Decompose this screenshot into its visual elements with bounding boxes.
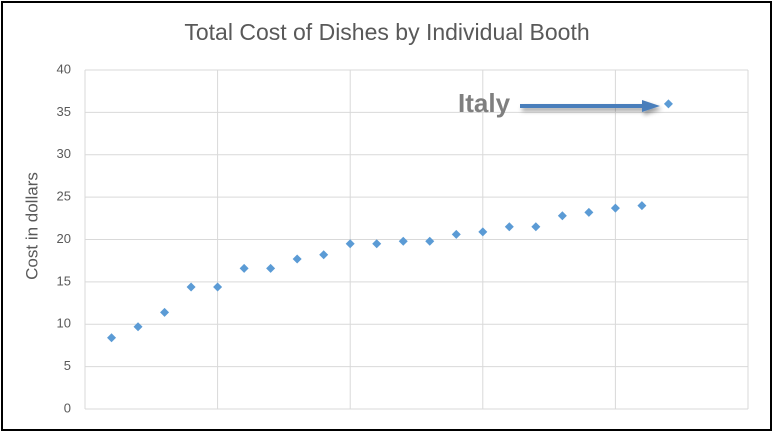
point <box>398 236 408 246</box>
point <box>531 222 541 232</box>
point <box>610 203 620 213</box>
point <box>584 207 594 217</box>
y-axis-title: Cost in dollars <box>22 172 41 280</box>
y-tick-label: 25 <box>57 189 71 204</box>
point <box>425 236 435 246</box>
annotation-arrow <box>520 100 660 112</box>
point <box>663 99 673 109</box>
annotation: Italy <box>458 88 511 118</box>
y-tick-label: 30 <box>57 146 71 161</box>
y-tick-label: 10 <box>57 316 71 331</box>
point <box>213 282 223 292</box>
point <box>504 222 514 232</box>
point <box>478 227 488 237</box>
point <box>557 211 567 221</box>
point <box>637 201 647 211</box>
y-tick-label: 40 <box>57 61 71 76</box>
point <box>107 333 117 343</box>
point <box>372 239 382 249</box>
point <box>345 239 355 249</box>
point <box>133 322 143 332</box>
y-tick-label: 20 <box>57 231 71 246</box>
point <box>239 263 249 273</box>
y-tick-label: 5 <box>64 358 71 373</box>
point <box>186 282 196 292</box>
point <box>451 229 461 239</box>
y-tick-label: 35 <box>57 104 71 119</box>
point <box>266 263 276 273</box>
point <box>160 307 170 317</box>
y-tick-label: 15 <box>57 273 71 288</box>
point <box>292 254 302 264</box>
point <box>319 250 329 260</box>
y-tick-label: 0 <box>64 400 71 415</box>
chart-title: Total Cost of Dishes by Individual Booth <box>184 19 589 45</box>
plot-area: 0 5 10 15 20 25 30 35 40 <box>57 61 749 415</box>
